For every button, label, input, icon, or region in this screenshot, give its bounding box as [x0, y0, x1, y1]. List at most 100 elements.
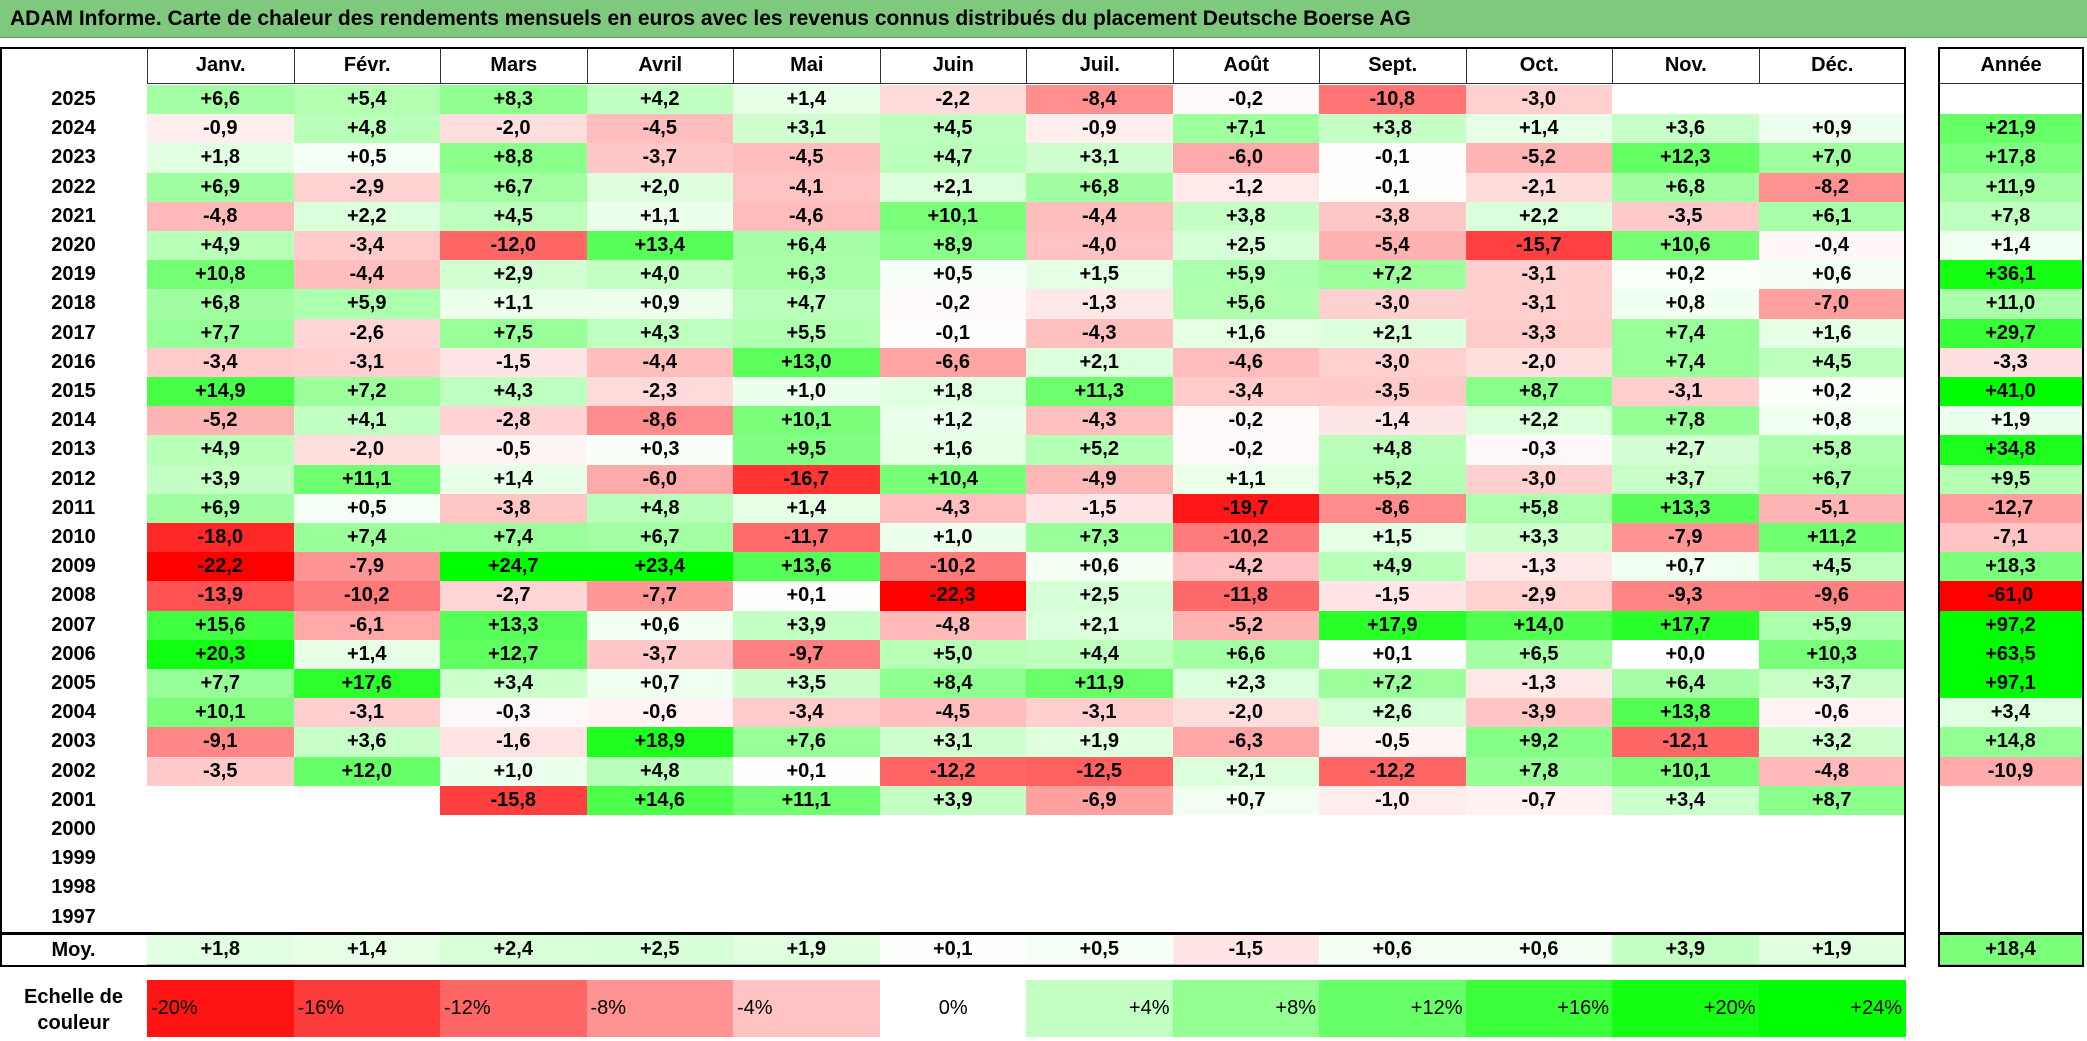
heatmap-cell: +1,1: [440, 289, 588, 320]
heatmap-cell: [586, 844, 734, 875]
heatmap-cell: -3,1: [1465, 260, 1613, 291]
heatmap-cell: [1319, 902, 1467, 933]
heatmap-cell: +0,7: [1172, 785, 1320, 816]
heatmap-cell: +6,6: [147, 85, 295, 116]
annual-cell: +18,3: [1938, 552, 2084, 583]
year-label: 2000: [0, 815, 147, 845]
annual-cell: +7,8: [1938, 201, 2084, 232]
heatmap-cell: +5,8: [1465, 493, 1613, 524]
heatmap-cell: -6,0: [1172, 143, 1320, 174]
heatmap-cell: -4,5: [586, 114, 734, 145]
heatmap-cell: +4,0: [586, 260, 734, 291]
scale-label-line2: couleur: [37, 1012, 110, 1034]
heatmap-cell: [586, 873, 734, 904]
heatmap-cell: +14,9: [147, 377, 295, 408]
heatmap-cell: -3,4: [733, 698, 881, 729]
annual-cell: +97,2: [1938, 610, 2084, 641]
heatmap-cell: [147, 873, 295, 904]
heatmap-cell: +4,3: [440, 377, 588, 408]
average-label: Moy.: [0, 935, 147, 965]
heatmap-cell: -2,1: [1465, 172, 1613, 203]
heatmap-cell: -8,4: [1026, 85, 1174, 116]
heatmap-cell: [440, 902, 588, 933]
heatmap-cell: +1,2: [879, 406, 1027, 437]
annual-cell: +36,1: [1938, 260, 2084, 291]
heatmap-cell: -0,1: [1319, 143, 1467, 174]
heatmap-cell: [1758, 844, 1906, 875]
heatmap-cell: -2,9: [293, 172, 441, 203]
heatmap-cell: -10,2: [293, 581, 441, 612]
heatmap-cell: +3,6: [1612, 114, 1760, 145]
heatmap-cell: +0,8: [1612, 289, 1760, 320]
year-label: 2017: [0, 318, 147, 348]
heatmap-cell: -16,7: [733, 464, 881, 495]
heatmap-cell: -4,8: [1758, 756, 1906, 787]
scale-stop: -8%: [586, 980, 734, 1037]
heatmap-cell: +2,5: [1172, 231, 1320, 262]
heatmap-cell: [1612, 844, 1760, 875]
heatmap-cell: -2,0: [1465, 347, 1613, 378]
month-header: Sept.: [1319, 47, 1467, 84]
heatmap-cell: +2,1: [1026, 610, 1174, 641]
heatmap-cell: -4,3: [1026, 318, 1174, 349]
heatmap-cell: +5,9: [293, 289, 441, 320]
heatmap-cell: [1758, 815, 1906, 846]
heatmap-cell: +1,4: [293, 639, 441, 670]
heatmap-cell: +10,1: [733, 406, 881, 437]
heatmap-cell: +14,0: [1465, 610, 1613, 641]
average-cell: +0,6: [1319, 935, 1467, 965]
heatmap-cell: +7,8: [1465, 756, 1613, 787]
heatmap-cell: +4,5: [879, 114, 1027, 145]
heatmap-cell: +5,0: [879, 639, 1027, 670]
heatmap-cell: +1,4: [440, 464, 588, 495]
scale-stop: +20%: [1612, 980, 1760, 1037]
heatmap-cell: -3,5: [1612, 201, 1760, 232]
heatmap-cell: +10,8: [147, 260, 295, 291]
heatmap-cell: -4,0: [1026, 231, 1174, 262]
heatmap-cell: -7,0: [1758, 289, 1906, 320]
heatmap-cell: +9,2: [1465, 727, 1613, 758]
heatmap-cell: +11,1: [733, 785, 881, 816]
heatmap-cell: +4,8: [586, 756, 734, 787]
heatmap-cell: [1758, 902, 1906, 933]
heatmap-cell: -8,6: [1319, 493, 1467, 524]
heatmap-cell: -4,3: [1026, 406, 1174, 437]
heatmap-cell: [1172, 815, 1320, 846]
heatmap-cell: [440, 873, 588, 904]
annual-cell: +9,5: [1938, 464, 2084, 495]
year-label: 1998: [0, 873, 147, 903]
year-label: 2015: [0, 377, 147, 407]
month-header: Déc.: [1758, 47, 1906, 84]
heatmap-cell: +12,0: [293, 756, 441, 787]
annual-cell: +11,0: [1938, 289, 2084, 320]
heatmap-cell: +11,9: [1026, 669, 1174, 700]
scale-label: Echelle de couleur: [0, 984, 147, 1041]
heatmap-cell: [1612, 902, 1760, 933]
annual-cell: [1938, 844, 2084, 875]
heatmap-cell: +6,4: [733, 231, 881, 262]
heatmap-cell: [1612, 85, 1760, 116]
heatmap-cell: +1,1: [1172, 464, 1320, 495]
heatmap-cell: +2,2: [1465, 406, 1613, 437]
average-cell: -1,5: [1172, 935, 1320, 965]
heatmap-cell: -18,0: [147, 523, 295, 554]
heatmap-cell: +7,6: [733, 727, 881, 758]
year-label: 2007: [0, 610, 147, 640]
year-label: 2013: [0, 435, 147, 465]
heatmap-cell: +3,1: [733, 114, 881, 145]
heatmap-cell: +6,4: [1612, 669, 1760, 700]
heatmap-cell: +1,4: [733, 85, 881, 116]
heatmap-cell: +3,1: [1026, 143, 1174, 174]
heatmap-cell: +13,0: [733, 347, 881, 378]
heatmap-cell: +6,9: [147, 493, 295, 524]
year-label: 2008: [0, 581, 147, 611]
year-label: 2025: [0, 85, 147, 115]
year-label: 2001: [0, 785, 147, 815]
month-header: Avril: [586, 47, 734, 84]
heatmap-cell: +4,5: [1758, 347, 1906, 378]
heatmap-cell: [879, 873, 1027, 904]
heatmap-cell: +7,7: [147, 669, 295, 700]
heatmap-cell: +11,2: [1758, 523, 1906, 554]
heatmap-cell: -5,4: [1319, 231, 1467, 262]
annual-cell: +29,7: [1938, 318, 2084, 349]
